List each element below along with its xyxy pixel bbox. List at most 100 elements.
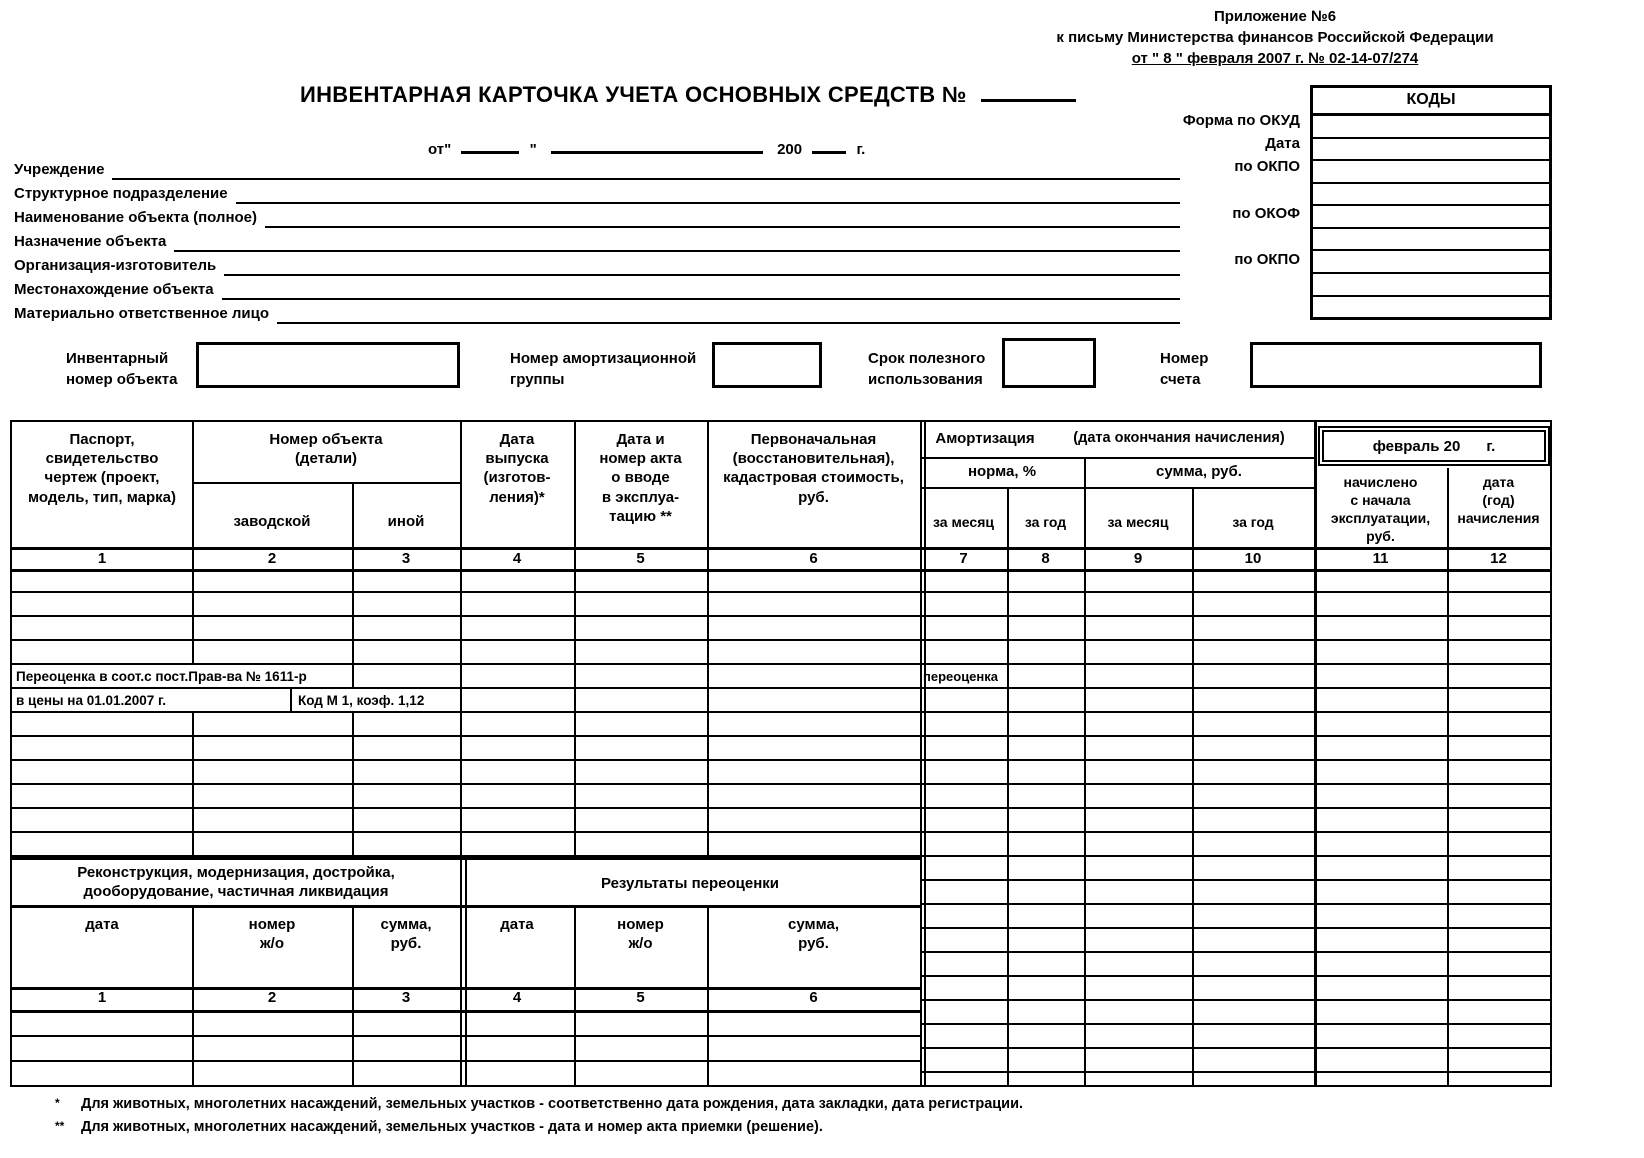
col-number: 8: [1041, 550, 1050, 567]
grid-line: [1084, 457, 1086, 1085]
sum-per-year-header: за год: [1232, 514, 1274, 530]
grid-line: [352, 482, 354, 689]
left-body-grid: [12, 569, 920, 857]
col-number: 12: [1490, 550, 1507, 567]
appendix-line1: Приложение №6: [1213, 8, 1337, 25]
month-box-suffix: г.: [1486, 437, 1496, 455]
field-label: Структурное подразделение: [14, 185, 228, 202]
codes-box: КОДЫ: [1310, 85, 1552, 320]
accrual-date-header: дата (год) начисления: [1457, 474, 1540, 526]
field-blank-line: [112, 160, 1180, 180]
field-row-division: Структурное подразделение: [14, 184, 1180, 204]
codes-box-row: [1313, 184, 1549, 207]
bottom-col-number: 2: [267, 989, 277, 1006]
grid-line: [574, 422, 576, 857]
title-number-blank: [980, 84, 1076, 102]
account-number-box: [1250, 342, 1542, 388]
footnote-mark: **: [55, 1119, 65, 1133]
field-row-location: Местонахождение объекта: [14, 280, 1180, 300]
bottom-col-number: 4: [512, 989, 522, 1006]
grid-line: [192, 422, 194, 665]
code-label-okpo-2: по ОКПО: [1234, 251, 1300, 268]
codes-box-row: [1313, 206, 1549, 229]
codes-box-row: [1313, 161, 1549, 184]
field-label: Организация-изготовитель: [14, 257, 217, 274]
bottom-date-header: дата: [85, 916, 119, 933]
col-number: 10: [1244, 550, 1262, 567]
codes-box-row: [1313, 251, 1549, 274]
field-blank-line: [277, 304, 1180, 324]
sum-header: сумма, руб.: [1156, 463, 1242, 480]
bottom-sum-header: сумма, руб.: [788, 916, 839, 953]
grid-line: [920, 487, 1314, 489]
bottom-date-header: дата: [500, 916, 534, 933]
date-quote: ": [529, 141, 537, 158]
appendix-line2: к письму Министерства финансов Российско…: [1056, 29, 1494, 46]
inventory-number-label: Инвентарный номер объекта: [66, 350, 178, 388]
accrued-header: начислено с начала эксплуатации, руб.: [1330, 474, 1431, 544]
date-year-blank: [812, 136, 847, 154]
footnote-mark: *: [55, 1096, 60, 1110]
month-box: февраль 20 г.: [1318, 426, 1550, 466]
footnote-2: ** Для животных, многолетних насаждений,…: [55, 1119, 1155, 1135]
codes-box-row: [1313, 297, 1549, 318]
sum-per-month-header: за месяц: [1107, 514, 1169, 530]
codes-box-row: [1313, 274, 1549, 297]
code-label-date: Дата: [1265, 135, 1300, 152]
grid-line: [290, 689, 292, 713]
field-blank-line: [235, 184, 1180, 204]
grid-line: [12, 547, 1550, 550]
grid-line: [707, 905, 709, 1085]
amortization-end-date-header: (дата окончания начисления): [1073, 430, 1285, 446]
bottom-number-header: номер ж/о: [617, 916, 664, 953]
field-blank-line: [221, 280, 1180, 300]
grid-line: [352, 905, 354, 1085]
grid-line: [192, 713, 194, 857]
grid-line: [1192, 487, 1194, 1085]
footnote-1: * Для животных, многолетних насаждений, …: [55, 1096, 1155, 1112]
appendix-note: Приложение №6 к письму Министерства фина…: [1040, 6, 1510, 69]
col-number: 1: [97, 550, 107, 567]
field-label: Наименование объекта (полное): [14, 209, 258, 226]
grid-line: [920, 457, 1314, 459]
revaluation-row2-right: Код М 1, коэф. 1,12: [298, 693, 425, 708]
grid-line: [1314, 422, 1317, 1085]
field-row-object-purpose: Назначение объекта: [14, 232, 1180, 252]
useful-life-label: Срок полезного использования: [868, 350, 986, 388]
grid-line: [12, 569, 1550, 572]
initial-cost-header: Первоначальная (восстановительная), када…: [723, 431, 904, 506]
field-label: Материально ответственное лицо: [14, 305, 270, 322]
col-number: 7: [959, 550, 968, 567]
factory-number-header: заводской: [233, 513, 311, 530]
field-blank-line: [265, 208, 1180, 228]
bottom-col-number: 3: [401, 989, 411, 1006]
bottom-col-number: 1: [97, 989, 107, 1006]
commissioning-act-header: Дата и номер акта о вводе в эксплуа- тац…: [599, 431, 682, 525]
right-body-grid: [920, 569, 1550, 1085]
grid-line: [1007, 487, 1009, 1085]
grid-line: [192, 905, 194, 1085]
grid-line: [1447, 468, 1449, 1085]
object-number-header: Номер объекта (детали): [269, 431, 383, 468]
footnote-text: Для животных, многолетних насаждений, зе…: [81, 1119, 823, 1135]
field-blank-line: [174, 232, 1180, 252]
bottom-col-number: 6: [809, 989, 818, 1006]
reconstruction-header: Реконструкция, модернизация, достройка, …: [77, 864, 395, 901]
col-number: 5: [636, 550, 645, 567]
grid-line: [192, 482, 460, 484]
form-title: ИНВЕНТАРНАЯ КАРТОЧКА УЧЕТА ОСНОВНЫХ СРЕД…: [300, 82, 1076, 108]
revaluation-row1: Переоценка в соот.с пост.Прав-ва № 1611-…: [16, 669, 307, 684]
code-label-okof: по ОКОФ: [1232, 205, 1300, 222]
amortization-group-box: [712, 342, 822, 388]
other-number-header: иной: [387, 513, 425, 530]
norm-header: норма, %: [967, 463, 1037, 480]
date-year-suffix: г.: [856, 141, 866, 158]
code-label-okud: Форма по ОКУД: [1182, 112, 1300, 129]
account-number-label: Номер счета: [1160, 350, 1209, 388]
bottom-sum-header: сумма, руб.: [380, 916, 432, 953]
col-number: 9: [1133, 550, 1143, 567]
code-label-okpo-1: по ОКПО: [1234, 158, 1300, 175]
norm-per-year-header: за год: [1024, 514, 1067, 530]
grid-line: [924, 422, 926, 1085]
